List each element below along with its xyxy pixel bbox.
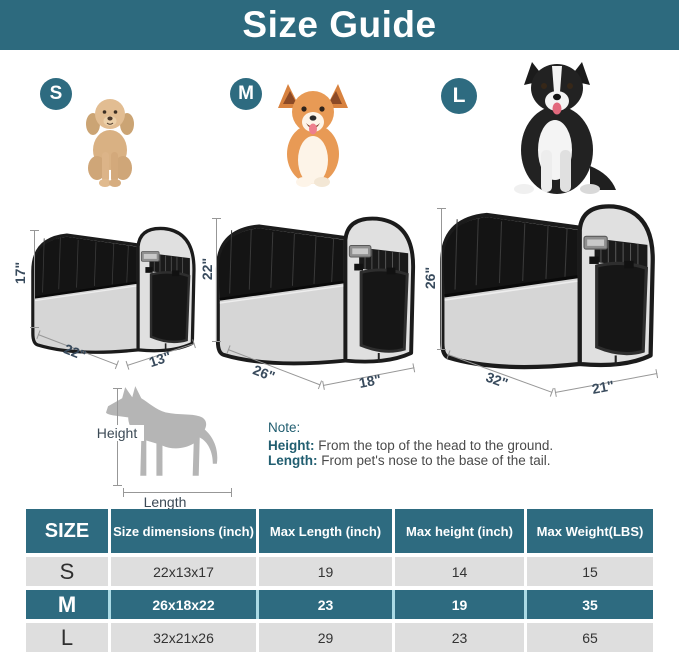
table-row-l: L 32x21x26 29 23 65: [26, 623, 653, 652]
table-header-row: SIZE Size dimensions (inch) Max Length (…: [26, 509, 653, 553]
poodle-image: [86, 99, 134, 187]
cell-max-weight: 35: [527, 590, 653, 619]
cell-max-weight: 65: [527, 623, 653, 652]
dim-label-s-height: 17": [12, 261, 28, 285]
cell-max-height: 14: [395, 557, 524, 586]
page-title: Size Guide: [242, 4, 437, 45]
note-length-text: From pet's nose to the base of the tail.: [321, 453, 551, 468]
note-line-height: Height: From the top of the head to the …: [268, 438, 553, 454]
col-header-max-weight: Max Weight(LBS): [527, 509, 653, 553]
cell-max-height: 23: [395, 623, 524, 652]
cell-max-length: 23: [259, 590, 392, 619]
dim-line-s-height: [30, 230, 39, 328]
measure-length-label: Length: [143, 494, 187, 510]
crate-large-illustration: [436, 198, 658, 381]
note-block: Note: Height: From the top of the head t…: [268, 420, 553, 469]
table-row-s: S 22x13x17 19 14 15: [26, 557, 653, 586]
crate-small-illustration: [28, 222, 198, 363]
col-header-dimensions: Size dimensions (inch): [111, 509, 256, 553]
dim-label-l-height: 26": [422, 266, 438, 290]
note-height-text: From the top of the head to the ground.: [318, 437, 554, 453]
size-table: SIZE Size dimensions (inch) Max Length (…: [26, 509, 653, 652]
measure-height-label: Height: [90, 425, 144, 441]
note-line-length: Length: From pet's nose to the base of t…: [268, 453, 553, 469]
note-height-label: Height:: [268, 437, 315, 453]
table-row-m-highlighted: M 26x18x22 23 19 35: [26, 590, 653, 619]
col-header-max-length: Max Length (inch): [259, 509, 392, 553]
cell-dimensions: 32x21x26: [111, 623, 256, 652]
note-title: Note:: [268, 420, 301, 435]
note-length-label: Length:: [268, 453, 318, 468]
header-banner: Size Guide: [0, 0, 679, 50]
cell-size: L: [26, 623, 108, 652]
corgi-image: [278, 84, 348, 187]
cell-max-length: 19: [259, 557, 392, 586]
border-collie-image: [514, 62, 616, 194]
measure-length-line: [123, 488, 232, 497]
crate-medium-illustration: [212, 211, 418, 376]
dim-line-m-height: [212, 218, 221, 342]
cell-size: S: [26, 557, 108, 586]
col-header-size: SIZE: [26, 509, 108, 553]
dim-line-l-height: [437, 208, 446, 350]
size-badge-l: L: [441, 78, 477, 114]
cell-dimensions: 26x18x22: [111, 590, 256, 619]
col-header-max-height: Max height (inch): [395, 509, 524, 553]
size-badge-s: S: [40, 78, 72, 110]
cell-max-weight: 15: [527, 557, 653, 586]
cell-dimensions: 22x13x17: [111, 557, 256, 586]
dim-label-m-height: 22": [199, 257, 215, 281]
dog-silhouette: [106, 386, 218, 476]
cell-max-length: 29: [259, 623, 392, 652]
cell-size: M: [26, 590, 108, 619]
size-badge-m: M: [230, 78, 262, 110]
cell-max-height: 19: [395, 590, 524, 619]
